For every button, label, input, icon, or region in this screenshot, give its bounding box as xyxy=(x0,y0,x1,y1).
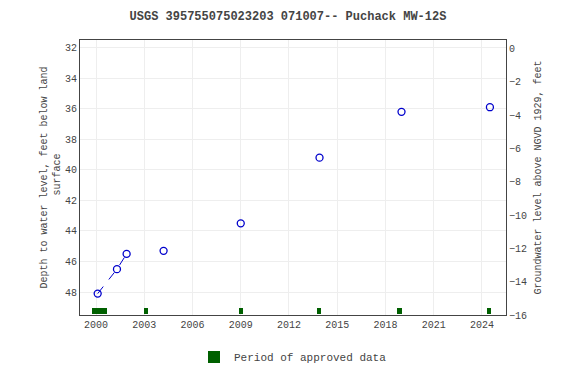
svg-text:2012: 2012 xyxy=(277,320,301,331)
svg-text:Depth to water level, feet bel: Depth to water level, feet below land su… xyxy=(39,66,63,288)
svg-text:36: 36 xyxy=(65,104,77,115)
svg-text:2000: 2000 xyxy=(84,320,108,331)
svg-text:USGS 395755075023203 071007--: USGS 395755075023203 071007-- Puchack MW… xyxy=(130,10,447,24)
svg-text:2006: 2006 xyxy=(181,320,205,331)
svg-text:2024: 2024 xyxy=(470,320,494,331)
svg-text:2009: 2009 xyxy=(229,320,253,331)
svg-text:−6: −6 xyxy=(509,144,521,155)
svg-text:−14: −14 xyxy=(509,277,527,288)
svg-text:32: 32 xyxy=(65,43,77,54)
svg-text:2015: 2015 xyxy=(325,320,349,331)
svg-text:−4: −4 xyxy=(509,111,521,122)
svg-text:34: 34 xyxy=(65,74,77,85)
svg-text:40: 40 xyxy=(65,165,77,176)
svg-text:2021: 2021 xyxy=(422,320,446,331)
svg-text:−2: −2 xyxy=(509,77,521,88)
svg-text:2003: 2003 xyxy=(132,320,156,331)
svg-text:0: 0 xyxy=(509,44,515,55)
svg-text:Groundwater level above NGVD 1: Groundwater level above NGVD 1929, feet xyxy=(533,60,544,294)
svg-text:38: 38 xyxy=(65,135,77,146)
svg-text:46: 46 xyxy=(65,257,77,268)
svg-text:−8: −8 xyxy=(509,177,521,188)
svg-text:2018: 2018 xyxy=(373,320,397,331)
svg-text:44: 44 xyxy=(65,226,77,237)
svg-text:48: 48 xyxy=(65,288,77,299)
svg-text:−16: −16 xyxy=(509,311,527,322)
svg-text:−12: −12 xyxy=(509,244,527,255)
svg-text:−10: −10 xyxy=(509,211,527,222)
svg-text:Period of approved data: Period of approved data xyxy=(234,352,386,364)
svg-text:42: 42 xyxy=(65,196,77,207)
